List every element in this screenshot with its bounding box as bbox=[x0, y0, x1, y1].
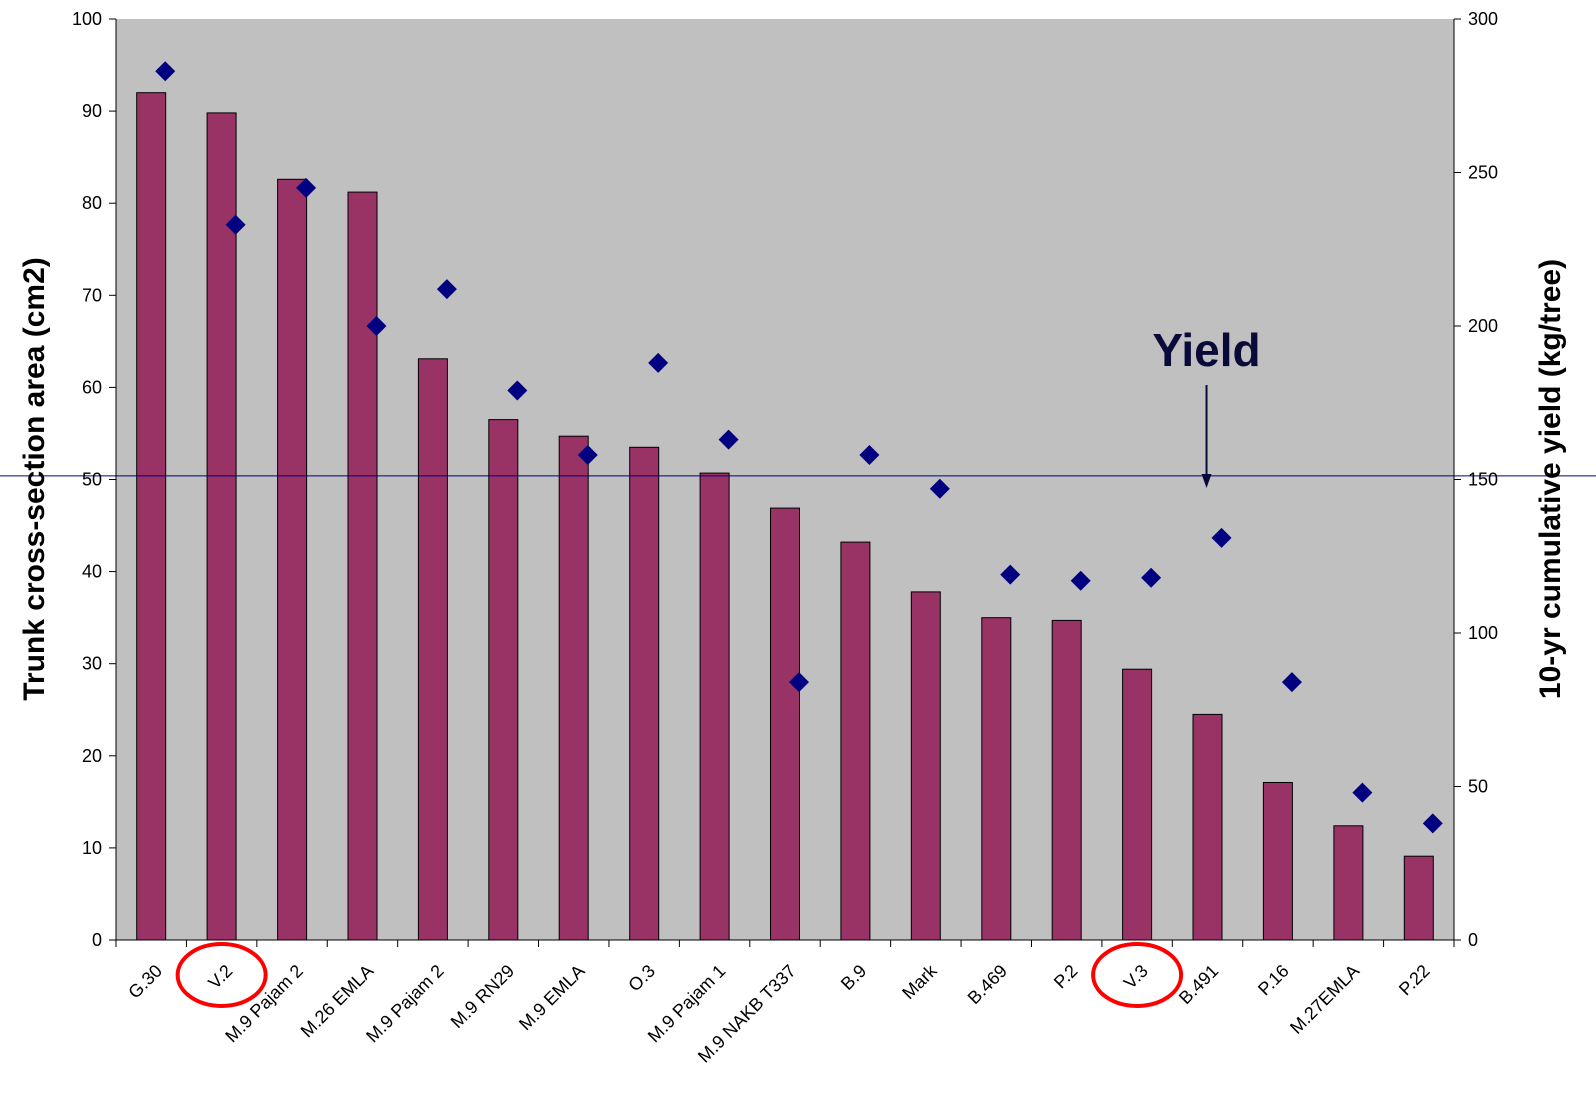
right-tick-label: 100 bbox=[1468, 623, 1498, 643]
highlight-circle bbox=[1091, 942, 1184, 1008]
bar bbox=[136, 92, 167, 941]
left-tick-label: 70 bbox=[82, 285, 102, 305]
yield-marker bbox=[1211, 527, 1232, 548]
y-axis-title-left: Trunk cross-section area (cm2) bbox=[18, 257, 51, 701]
bar bbox=[1192, 713, 1223, 941]
bar bbox=[347, 191, 378, 941]
bar bbox=[558, 435, 589, 941]
bar bbox=[1051, 619, 1082, 941]
x-tick-label: P.22 bbox=[1395, 961, 1434, 1000]
yield-marker bbox=[1141, 567, 1162, 588]
yield-marker bbox=[507, 380, 528, 401]
bar bbox=[840, 541, 871, 941]
bar bbox=[488, 419, 519, 941]
x-tick-label: M.27EMLA bbox=[1286, 961, 1363, 1038]
x-tick-label: B.9 bbox=[837, 961, 870, 994]
yield-marker bbox=[1422, 813, 1443, 834]
left-tick-label: 30 bbox=[82, 654, 102, 674]
x-tick-label: O.3 bbox=[624, 961, 659, 996]
left-tick-label: 50 bbox=[82, 470, 102, 490]
yield-annotation-label: Yield bbox=[1152, 324, 1260, 376]
right-axis-ticks: 0 50 100 150 200 250 300 bbox=[1454, 9, 1498, 950]
bar bbox=[417, 358, 448, 941]
yield-marker bbox=[789, 672, 809, 693]
left-tick-label: 10 bbox=[82, 838, 102, 858]
right-tick-label: 150 bbox=[1468, 470, 1498, 490]
highlight-circles bbox=[175, 942, 1184, 1008]
left-tick-label: 90 bbox=[82, 101, 102, 121]
yield-marker bbox=[225, 214, 246, 235]
right-tick-label: 200 bbox=[1468, 316, 1498, 336]
yield-marker bbox=[577, 444, 598, 465]
x-axis-ticks bbox=[115, 940, 1455, 947]
y-axis-title-right: 10-yr cumulative yield (kg/tree) bbox=[1534, 259, 1567, 699]
bar bbox=[1122, 668, 1153, 941]
left-tick-label: 100 bbox=[72, 9, 102, 29]
x-tick-label: M.9 RN29 bbox=[447, 961, 518, 1032]
left-tick-label: 0 bbox=[92, 930, 102, 950]
x-tick-label: Mark bbox=[898, 960, 941, 1003]
markers-layer bbox=[155, 61, 1443, 834]
left-tick-label: 80 bbox=[82, 193, 102, 213]
bar bbox=[699, 472, 730, 941]
x-tick-label: G.30 bbox=[124, 961, 166, 1003]
x-tick-label: V.2 bbox=[204, 961, 236, 993]
yield-annotation: Yield bbox=[1152, 324, 1261, 488]
bar bbox=[981, 617, 1012, 941]
yield-marker bbox=[718, 429, 739, 450]
highlight-circle bbox=[175, 942, 268, 1008]
bar bbox=[910, 591, 941, 941]
bar bbox=[1262, 782, 1293, 941]
right-tick-label: 0 bbox=[1468, 930, 1478, 950]
yield-marker bbox=[436, 279, 457, 300]
yield-marker bbox=[1070, 570, 1091, 591]
bar bbox=[629, 446, 660, 941]
bar bbox=[770, 507, 800, 941]
bar bbox=[1403, 855, 1434, 941]
left-tick-label: 40 bbox=[82, 562, 102, 582]
yield-arrow-head bbox=[1201, 474, 1212, 488]
yield-marker bbox=[1000, 564, 1021, 585]
x-tick-label: V.3 bbox=[1120, 961, 1152, 993]
right-tick-label: 300 bbox=[1468, 9, 1498, 29]
yield-marker bbox=[366, 316, 387, 336]
bar bbox=[206, 112, 237, 941]
bars-layer bbox=[136, 92, 1434, 941]
bar bbox=[1333, 825, 1364, 941]
yield-marker bbox=[859, 444, 880, 465]
left-tick-label: 20 bbox=[82, 746, 102, 766]
yield-marker bbox=[296, 177, 317, 198]
yield-marker bbox=[1281, 672, 1302, 693]
left-axis-ticks: 0 10 20 30 40 50 60 70 80 90 100 bbox=[72, 9, 116, 950]
yield-marker bbox=[1352, 782, 1373, 803]
right-tick-label: 50 bbox=[1468, 777, 1488, 797]
left-tick-label: 60 bbox=[82, 377, 102, 397]
x-tick-label: M.9 EMLA bbox=[515, 961, 589, 1035]
x-tick-label: B.469 bbox=[964, 961, 1011, 1008]
yield-marker bbox=[648, 352, 669, 373]
yield-marker bbox=[155, 61, 176, 82]
x-tick-label: P.16 bbox=[1254, 961, 1293, 1000]
x-tick-label: P.2 bbox=[1050, 961, 1082, 993]
yield-marker bbox=[929, 478, 950, 499]
bar bbox=[277, 178, 308, 941]
right-tick-label: 250 bbox=[1468, 163, 1498, 183]
